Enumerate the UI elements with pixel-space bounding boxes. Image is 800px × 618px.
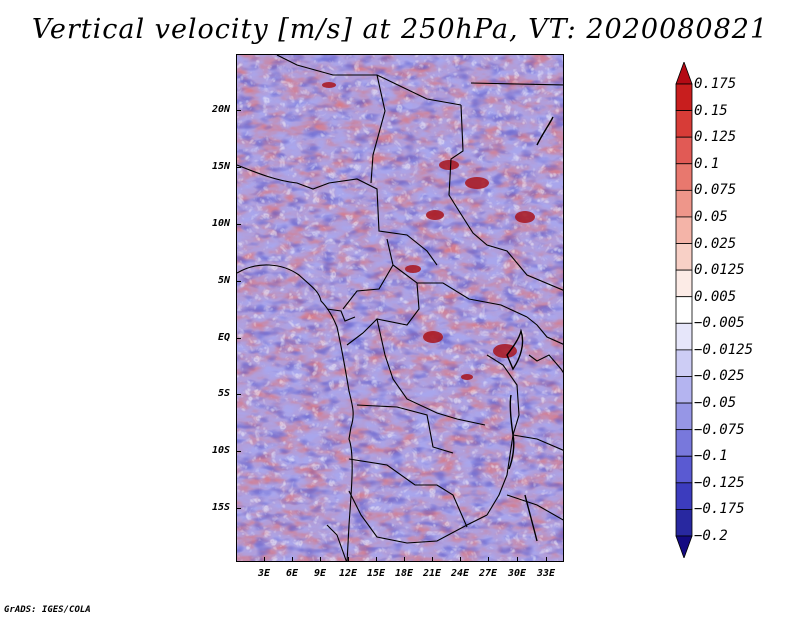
latitude-tick bbox=[236, 224, 241, 225]
longitude-tick bbox=[432, 557, 433, 562]
colorbar-bin bbox=[675, 509, 693, 537]
latitude-tick bbox=[236, 451, 241, 452]
lakes bbox=[506, 116, 554, 542]
colorbar-label: 0.025 bbox=[694, 235, 737, 252]
latitude-tick bbox=[236, 110, 241, 111]
latitude-label: 15S bbox=[211, 502, 230, 513]
colorbar-bin bbox=[675, 269, 693, 298]
colorbar-label: −0.0125 bbox=[694, 341, 754, 358]
longitude-tick bbox=[292, 557, 293, 562]
colorbar-label: −0.175 bbox=[694, 501, 745, 518]
map-panel bbox=[236, 54, 564, 562]
latitude-label: 5S bbox=[217, 388, 230, 399]
longitude-tick bbox=[320, 557, 321, 562]
colorbar-bin bbox=[675, 429, 693, 457]
colorbar-label: −0.1 bbox=[694, 448, 728, 465]
longitude-tick bbox=[546, 557, 547, 562]
latitude-label: EQ bbox=[217, 332, 230, 343]
colorbar-label: 0.0125 bbox=[694, 262, 745, 279]
longitude-label: 15E bbox=[366, 568, 386, 579]
colorbar-label: 0.075 bbox=[694, 182, 737, 199]
colorbar-bin bbox=[675, 83, 693, 111]
colorbar-bin bbox=[675, 216, 693, 244]
strong-updraft-cells bbox=[322, 82, 535, 380]
latitude-tick bbox=[236, 394, 241, 395]
latitude-tick bbox=[236, 281, 241, 282]
colorbar-label: −0.125 bbox=[694, 474, 745, 491]
field-near-zero-pattern bbox=[237, 55, 563, 561]
colorbar-bin bbox=[675, 243, 693, 271]
longitude-tick bbox=[517, 557, 518, 562]
longitude-label: 6E bbox=[285, 568, 299, 579]
longitude-label: 30E bbox=[507, 568, 527, 579]
colorbar-bin bbox=[675, 189, 693, 218]
colorbar-bin bbox=[675, 349, 693, 377]
latitude-tick bbox=[236, 338, 241, 339]
colorbar-bin bbox=[675, 62, 693, 85]
colorbar-bin bbox=[675, 136, 693, 165]
figure-title: Vertical velocity [m/s] at 250hPa, VT: 2… bbox=[31, 14, 769, 45]
longitude-label: 27E bbox=[478, 568, 498, 579]
colorbar-bin bbox=[675, 535, 693, 558]
longitude-label: 3E bbox=[257, 568, 271, 579]
colorbar-label: −0.005 bbox=[694, 315, 745, 332]
latitude-label: 10N bbox=[211, 218, 230, 229]
colorbar-bin bbox=[675, 482, 693, 510]
colorbar-bin bbox=[675, 455, 693, 484]
colorbar bbox=[675, 62, 693, 558]
latitude-label: 15N bbox=[211, 161, 230, 172]
longitude-tick bbox=[376, 557, 377, 562]
longitude-label: 24E bbox=[450, 568, 470, 579]
colorbar-bin bbox=[675, 322, 693, 351]
longitude-label: 18E bbox=[394, 568, 414, 579]
longitude-tick bbox=[348, 557, 349, 562]
latitude-tick bbox=[236, 508, 241, 509]
colorbar-bin bbox=[675, 296, 693, 324]
colorbar-label: 0.05 bbox=[694, 208, 728, 225]
longitude-label: 33E bbox=[536, 568, 556, 579]
colorbar-label: −0.05 bbox=[694, 395, 737, 412]
longitude-label: 9E bbox=[313, 568, 327, 579]
colorbar-label: −0.075 bbox=[694, 421, 745, 438]
colorbar-bin bbox=[675, 110, 693, 138]
latitude-label: 20N bbox=[211, 104, 230, 115]
latitude-tick bbox=[236, 167, 241, 168]
colorbar-label: −0.2 bbox=[694, 528, 728, 544]
longitude-label: 12E bbox=[338, 568, 358, 579]
boundaries bbox=[237, 55, 563, 561]
longitude-tick bbox=[460, 557, 461, 562]
colorbar-label: −0.025 bbox=[694, 368, 745, 385]
latitude-label: 5N bbox=[217, 275, 230, 286]
map-canvas bbox=[237, 55, 563, 561]
colorbar-label: 0.1 bbox=[694, 155, 720, 172]
credit-text: GrADS: IGES/COLA bbox=[4, 605, 91, 615]
latitude-label: 10S bbox=[211, 445, 230, 456]
longitude-tick bbox=[404, 557, 405, 562]
colorbar-label: 0.175 bbox=[694, 76, 737, 92]
colorbar-label: 0.005 bbox=[694, 288, 737, 305]
longitude-tick bbox=[264, 557, 265, 562]
colorbar-label: 0.15 bbox=[694, 102, 728, 119]
colorbar-bin bbox=[675, 163, 693, 191]
longitude-tick bbox=[488, 557, 489, 562]
longitude-label: 21E bbox=[422, 568, 442, 579]
colorbar-bin bbox=[675, 376, 693, 404]
colorbar-label: 0.125 bbox=[694, 129, 737, 146]
colorbar-bin bbox=[675, 402, 693, 431]
